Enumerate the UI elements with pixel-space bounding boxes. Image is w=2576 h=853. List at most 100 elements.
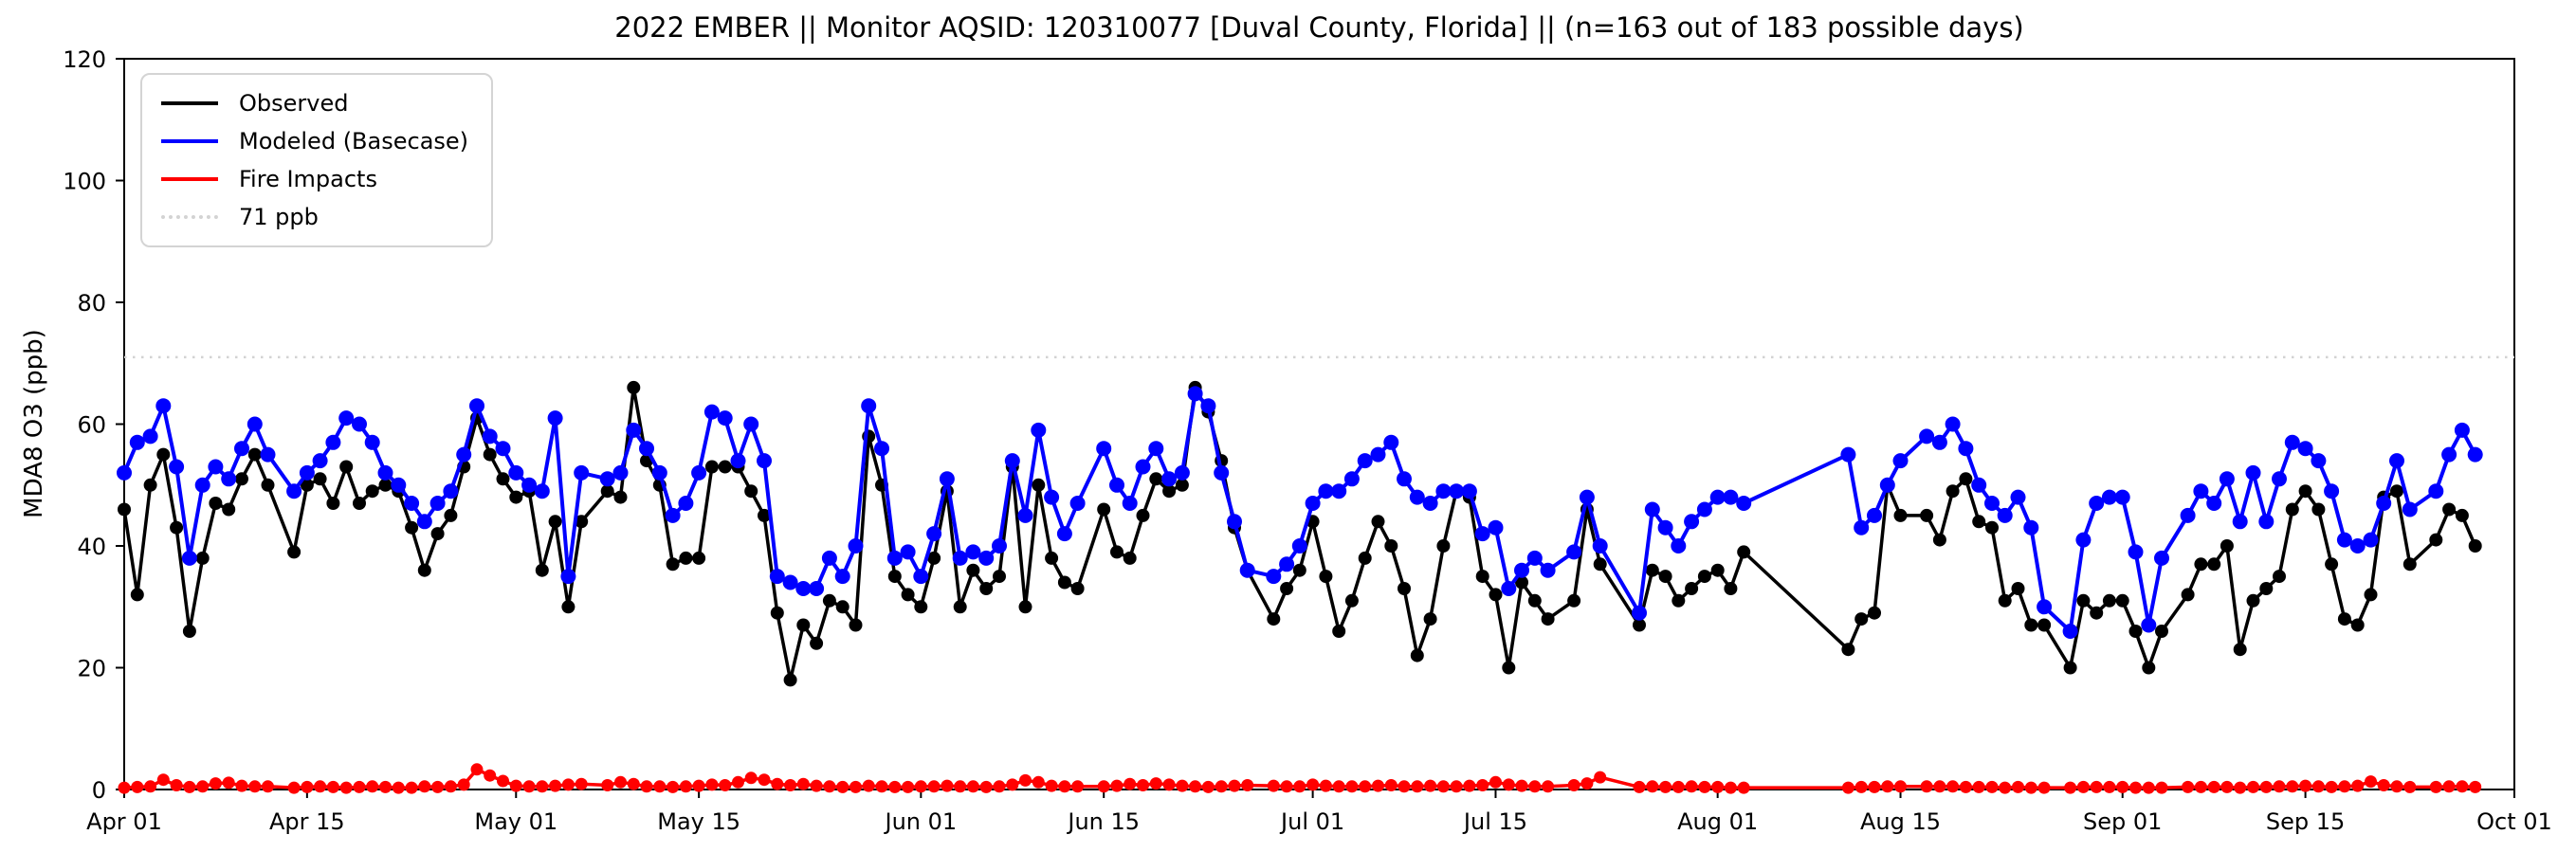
- legend: Observed Modeled (Basecase) Fire Impacts…: [140, 73, 494, 247]
- modeled-series-marker: [1435, 483, 1452, 499]
- observed-series-marker: [1515, 575, 1528, 590]
- modeled-series-marker: [757, 453, 772, 469]
- observed-series-marker: [783, 673, 797, 687]
- fire-series-marker: [1999, 781, 2012, 794]
- x-tick-label: Jun 15: [1066, 808, 1140, 835]
- observed-series-marker: [2037, 618, 2052, 632]
- y-tick-label: 20: [77, 656, 106, 682]
- fire-series-marker: [1659, 780, 1672, 793]
- fire-series-marker: [1319, 779, 1332, 792]
- modeled-series-marker: [1044, 489, 1060, 505]
- modeled-series-marker: [1474, 526, 1490, 542]
- observed-series-marker: [143, 478, 157, 492]
- legend-label: Modeled (Basecase): [239, 128, 469, 154]
- fire-series-marker: [196, 780, 210, 793]
- modeled-series-marker: [1343, 471, 1360, 487]
- modeled-series-marker: [1017, 507, 1033, 523]
- observed-series-marker: [1032, 478, 1046, 492]
- fire-series-marker: [444, 780, 457, 793]
- observed-series-marker: [849, 618, 863, 632]
- observed-series-marker: [509, 490, 523, 504]
- observed-series-marker: [1475, 570, 1489, 584]
- modeled-series-marker: [782, 574, 798, 590]
- observed-series-marker: [261, 478, 275, 492]
- fire-series-marker: [1176, 779, 1189, 792]
- observed-series-marker: [953, 600, 967, 614]
- observed-series-marker: [2402, 557, 2417, 572]
- fire-series-marker: [979, 780, 993, 793]
- modeled-series-marker: [2075, 532, 2092, 548]
- observed-series-marker: [600, 484, 614, 499]
- chart-title: 2022 EMBER || Monitor AQSID: 120310077 […: [614, 11, 2024, 44]
- fire-series-marker: [1959, 780, 1972, 793]
- fire-series-marker: [131, 780, 144, 793]
- fire-series-marker: [1398, 780, 1411, 793]
- observed-series-marker: [378, 478, 393, 492]
- fire-series-marker: [561, 778, 575, 791]
- modeled-series-marker: [900, 544, 916, 560]
- fire-series-marker: [1019, 773, 1032, 787]
- observed-series-marker: [1162, 484, 1177, 499]
- observed-series-marker: [2273, 570, 2286, 584]
- modeled-series-marker: [626, 422, 642, 438]
- modeled-series-marker: [703, 404, 720, 420]
- observed-series-marker: [1998, 593, 2012, 608]
- fire-series-marker: [914, 780, 927, 793]
- observed-series-marker: [2115, 593, 2129, 608]
- modeled-series-marker: [404, 496, 420, 511]
- fire-series-marker: [1345, 780, 1359, 793]
- modeled-series-marker: [1632, 605, 1647, 621]
- fire-series-marker: [484, 769, 497, 782]
- fire-series-marker: [2012, 780, 2024, 793]
- x-tick-label: Sep 15: [2266, 808, 2345, 835]
- fire-series-marker: [1933, 780, 1946, 793]
- fire-series-marker: [2037, 781, 2051, 794]
- modeled-series-marker: [939, 471, 955, 487]
- observed-series-line: [122, 386, 2477, 682]
- y-tick-label: 100: [63, 169, 106, 195]
- fire-series-marker: [1058, 780, 1071, 793]
- modeled-series-marker: [377, 464, 393, 481]
- fire-series-marker: [1985, 780, 1999, 793]
- observed-series-marker: [1697, 570, 1711, 584]
- observed-series-marker: [1358, 551, 1372, 565]
- y-tick-label: 80: [77, 290, 106, 317]
- modeled-series-marker: [1514, 562, 1529, 578]
- fire-series-marker: [1006, 778, 1019, 791]
- fire-series-marker: [144, 780, 157, 793]
- fire-series-marker: [2365, 775, 2377, 789]
- observed-series-marker: [209, 497, 223, 510]
- modeled-series-marker: [651, 464, 667, 481]
- observed-series-marker: [2350, 618, 2365, 632]
- modeled-series-marker: [1854, 519, 1870, 535]
- observed-series-marker: [170, 520, 184, 535]
- observed-series-marker: [718, 460, 732, 474]
- fire-series-marker: [1972, 780, 1985, 793]
- fire-series-marker: [941, 779, 954, 792]
- observed-series-marker: [1018, 600, 1032, 614]
- modeled-series-marker: [508, 464, 524, 481]
- observed-series-marker: [2011, 582, 2025, 595]
- observed-series-marker: [796, 618, 811, 632]
- observed-series-marker: [1175, 478, 1189, 492]
- fire-series-marker: [2299, 779, 2312, 792]
- observed-series-marker: [1502, 661, 1516, 675]
- observed-series-marker: [1045, 551, 1059, 565]
- fire-series-marker: [2090, 780, 2103, 793]
- fire-series-marker: [2325, 780, 2338, 793]
- fire-series-marker: [1241, 779, 1254, 791]
- fire-series-marker: [2442, 780, 2456, 793]
- modeled-series-marker: [1239, 562, 1255, 578]
- modeled-series-marker: [717, 410, 733, 426]
- fire-series-marker: [549, 779, 562, 792]
- fire-series-marker: [1515, 779, 1528, 792]
- modeled-series-marker: [1461, 483, 1477, 499]
- modeled-series-marker: [2258, 514, 2275, 530]
- observed-series-marker: [1110, 545, 1124, 559]
- observed-series-marker: [744, 484, 758, 499]
- observed-series-marker: [1149, 472, 1163, 486]
- fire-series-marker: [1711, 780, 1725, 793]
- observed-series-marker: [2142, 661, 2156, 675]
- fire-series-marker: [1045, 779, 1058, 792]
